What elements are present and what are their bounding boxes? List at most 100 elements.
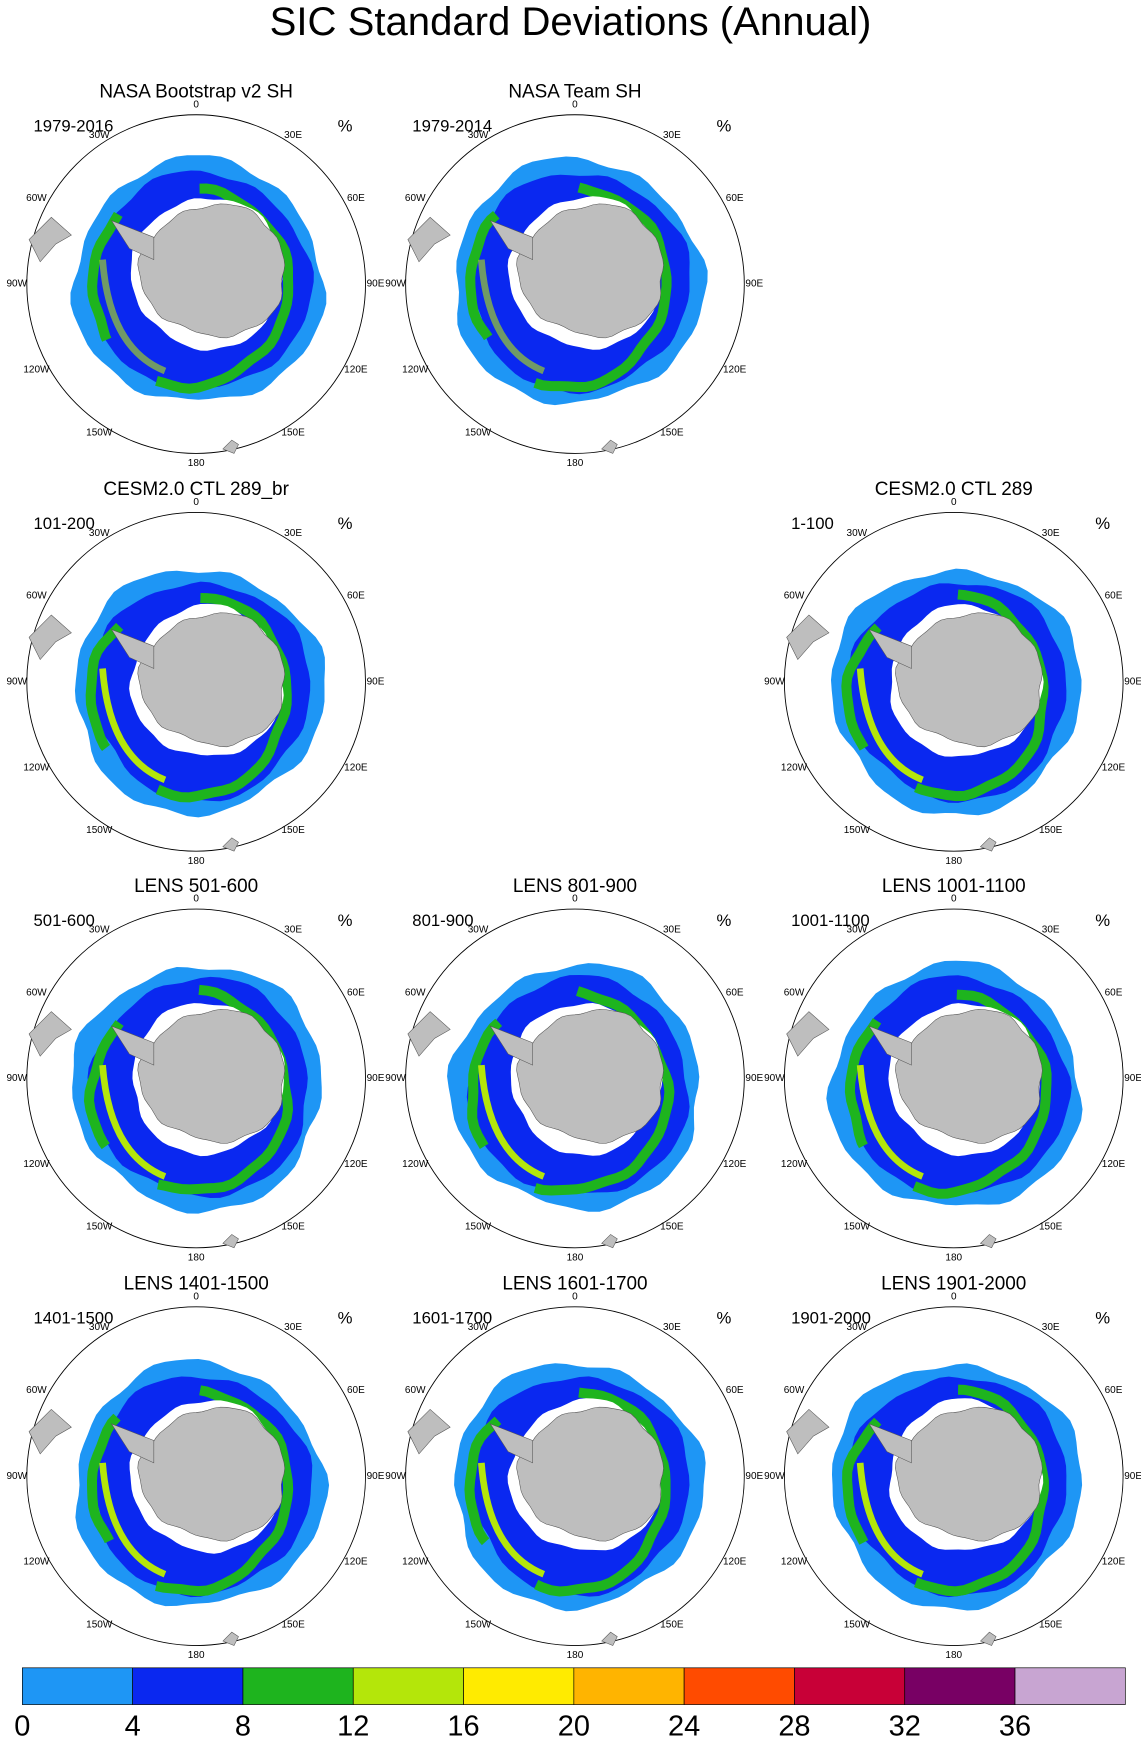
island	[979, 1631, 997, 1646]
sic-band-green	[842, 1384, 1049, 1597]
lon-label: 60W	[26, 193, 47, 204]
lon-label: 150W	[465, 1619, 492, 1630]
lon-label: 180	[945, 1650, 962, 1661]
map-panel	[26, 908, 366, 1249]
lon-label: 60E	[726, 987, 744, 998]
lon-label: 60W	[405, 193, 426, 204]
peninsula	[489, 1423, 533, 1464]
lon-label: 180	[945, 1252, 962, 1263]
lon-label: 30W	[468, 1322, 489, 1333]
antarctica	[516, 1009, 664, 1144]
lon-label: 150W	[86, 1619, 113, 1630]
lon-label: 60W	[784, 987, 805, 998]
lon-label: 90E	[367, 1471, 385, 1482]
sic-band-green	[465, 181, 672, 393]
lon-label: 30E	[663, 130, 681, 141]
panel-period: 1-100	[791, 514, 834, 533]
panel-title: CESM2.0 CTL 289_br	[103, 479, 288, 500]
lon-label: 90E	[1124, 1073, 1141, 1084]
lon-label: 150W	[86, 825, 113, 836]
lon-label: 0	[193, 894, 199, 905]
lon-label: 150W	[844, 1222, 871, 1233]
panel-unit: %	[1095, 1309, 1110, 1328]
panel-period: 1001-1100	[791, 911, 870, 930]
antarctica	[895, 612, 1043, 748]
lon-label: 0	[951, 497, 957, 508]
sic-band-yellow	[99, 1462, 167, 1578]
lon-label: 30E	[1042, 528, 1060, 539]
colorbar-label: 24	[668, 1711, 700, 1738]
colorbar-box	[242, 1667, 354, 1705]
lon-label: 30W	[89, 528, 110, 539]
island	[979, 837, 997, 852]
south-america	[28, 1011, 72, 1057]
lon-label: 150E	[660, 1222, 684, 1233]
south-america	[28, 216, 72, 263]
map-panel	[405, 114, 745, 454]
lon-label: 30W	[89, 130, 110, 141]
peninsula	[489, 1025, 533, 1066]
sic-band-yellow	[856, 1064, 924, 1180]
lon-label: 90E	[745, 279, 763, 290]
lon-label: 150W	[844, 1619, 871, 1630]
lon-label: 180	[188, 1252, 205, 1263]
sic-band-green	[86, 1384, 294, 1597]
lon-label: 120E	[1102, 762, 1126, 773]
lon-label: 150E	[281, 427, 305, 438]
lon-label: 150E	[281, 1222, 305, 1233]
lon-label: 180	[567, 1252, 584, 1263]
peninsula	[110, 1423, 155, 1464]
panel-unit: %	[338, 116, 353, 135]
lon-label: 0	[951, 894, 957, 905]
lon-label: 0	[572, 99, 578, 110]
island	[222, 1234, 239, 1249]
sic-band-yellow	[99, 668, 167, 783]
south-america	[786, 1011, 830, 1057]
antarctica	[895, 1009, 1043, 1144]
lon-label: 0	[193, 99, 199, 110]
south-america	[28, 614, 72, 661]
map-panel	[26, 1306, 366, 1646]
panel-unit: %	[716, 1309, 731, 1328]
island	[222, 837, 239, 852]
lon-label: 150E	[1039, 1222, 1063, 1233]
lon-label: 60E	[347, 1385, 365, 1396]
colorbar-label: 20	[558, 1711, 590, 1738]
lon-label: 90W	[6, 1471, 27, 1482]
sic-band-yellow	[99, 259, 167, 375]
sic-band-green	[464, 1385, 671, 1597]
lon-label: 150E	[281, 1619, 305, 1630]
antarctica	[516, 203, 664, 339]
sic-band-yellow	[478, 1064, 546, 1180]
panel-unit: %	[716, 911, 731, 930]
map-panel	[405, 1306, 745, 1646]
peninsula	[868, 1025, 912, 1066]
panel-unit: %	[716, 116, 731, 135]
island	[601, 1631, 618, 1646]
lon-label: 90W	[6, 1073, 27, 1084]
lon-label: 180	[945, 856, 962, 867]
map-panel	[405, 908, 745, 1249]
colorbar-box	[794, 1667, 906, 1705]
lon-label: 120W	[23, 762, 50, 773]
map-panel	[783, 512, 1124, 852]
sic-band-green	[87, 183, 294, 394]
lon-label: 120E	[344, 1159, 368, 1170]
lon-label: 30W	[89, 925, 110, 936]
south-america	[407, 1408, 451, 1455]
peninsula	[110, 1025, 155, 1066]
lon-label: 60E	[726, 1385, 744, 1396]
lon-label: 180	[567, 1650, 584, 1661]
peninsula	[110, 220, 155, 261]
panel-title: LENS 1901-2000	[881, 1274, 1026, 1295]
panel-unit: %	[1095, 911, 1110, 930]
peninsula	[868, 1423, 912, 1464]
map-panel	[783, 1306, 1124, 1646]
sic-band-green	[467, 984, 675, 1196]
colorbar-label: 0	[14, 1711, 30, 1738]
colorbar-label: 28	[778, 1711, 810, 1738]
lon-label: 60W	[784, 591, 805, 602]
island	[601, 439, 618, 454]
lon-label: 30E	[284, 925, 302, 936]
panel-period: 501-600	[34, 911, 95, 930]
